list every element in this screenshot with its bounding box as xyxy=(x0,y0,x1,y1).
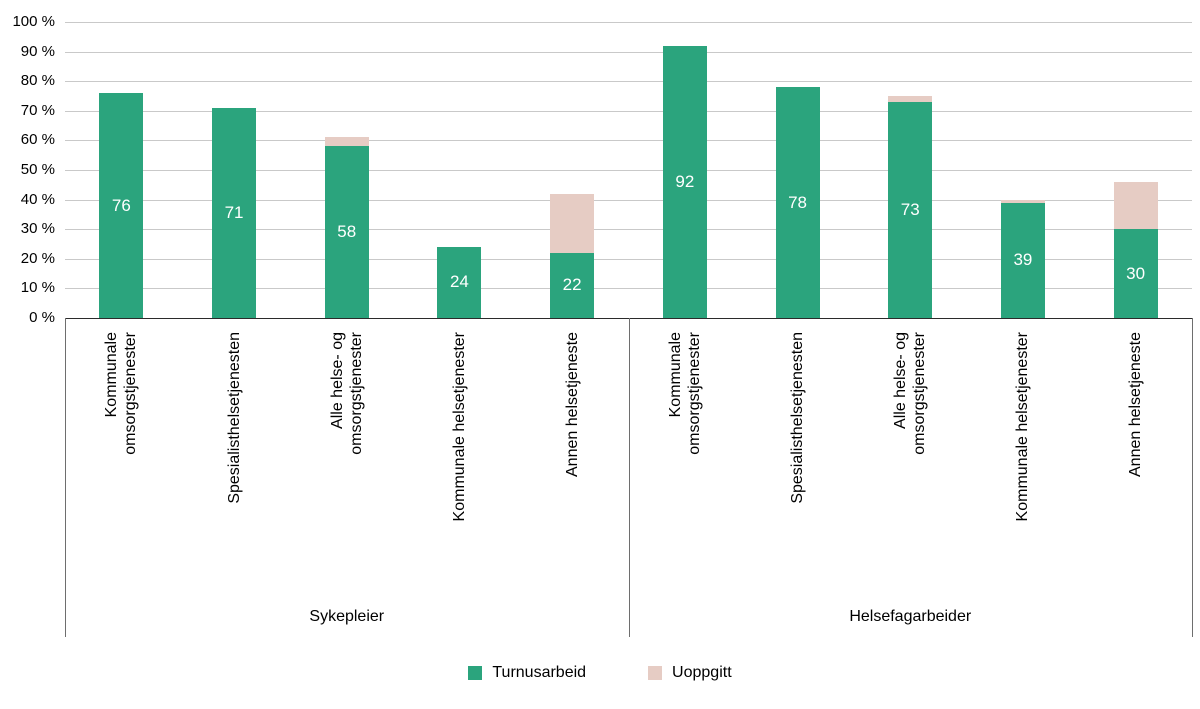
category-label-line: Spesialisthelsetjenesten xyxy=(789,332,807,504)
bar-value-label: 24 xyxy=(449,272,469,292)
category-label-line: Kommunale xyxy=(666,332,684,418)
gridline xyxy=(65,258,1192,260)
gridline xyxy=(65,288,1192,290)
bar-value-label: 92 xyxy=(675,171,695,191)
category-label-line: Alle helse- og xyxy=(892,332,910,429)
y-axis-tick-label: 90 % xyxy=(20,42,55,60)
y-axis-tick-label: 40 % xyxy=(20,190,55,208)
category-label-line: omsorgstjenester xyxy=(685,332,703,455)
bar-segment-turnusarbeid xyxy=(662,45,707,318)
y-axis-tick-label: 0 % xyxy=(29,309,55,326)
bar-value-label: 71 xyxy=(224,202,244,222)
bar-value-label: 30 xyxy=(1126,263,1146,283)
category-label-line: Kommunale xyxy=(103,332,121,418)
y-axis-tick-label: 50 % xyxy=(20,161,55,178)
gridline xyxy=(65,229,1192,231)
bar-segment-uoppgitt xyxy=(324,137,369,147)
gridline xyxy=(65,199,1192,201)
bar-segment-turnusarbeid xyxy=(888,101,933,318)
category-label-line: Alle helse- og xyxy=(328,332,346,429)
category-label-line: omsorgstjenester xyxy=(122,332,140,455)
bar-segment-turnusarbeid xyxy=(99,93,144,318)
bar-segment-uoppgitt xyxy=(888,96,933,102)
bar-segment-uoppgitt xyxy=(1000,199,1045,203)
bar-value-label: 78 xyxy=(788,192,807,212)
group-separator-line xyxy=(628,318,630,637)
legend-item-turnusarbeid: Turnusarbeid xyxy=(468,664,586,682)
y-axis-tick-label: 10 % xyxy=(20,279,55,297)
bar-segment-turnusarbeid xyxy=(1000,202,1045,318)
bar-segment-uoppgitt xyxy=(550,193,595,253)
legend-swatch-turnusarbeid xyxy=(468,666,483,680)
category-label-line: Annen helsetjeneste xyxy=(1127,332,1145,477)
category-label-line: omsorgstjenester xyxy=(347,332,365,455)
bar-value-label: 39 xyxy=(1013,250,1033,270)
bar-segment-uoppgitt xyxy=(1113,181,1158,230)
category-label-line: Kommunale helsetjenester xyxy=(1014,332,1032,522)
category-label-line: omsorgstjenester xyxy=(911,332,929,455)
y-axis-tick-label: 20 % xyxy=(20,249,55,267)
y-axis-tick-label: 80 % xyxy=(20,72,55,90)
gridline xyxy=(65,110,1192,112)
gridline xyxy=(65,170,1192,171)
group-label: Helsefagarbeider xyxy=(849,608,972,625)
legend-item-uoppgitt: Uoppgitt xyxy=(648,664,732,682)
bar-segment-turnusarbeid xyxy=(212,107,257,318)
bar-segment-turnusarbeid xyxy=(437,246,482,318)
bar-value-label: 76 xyxy=(111,195,131,215)
legend-label-turnusarbeid: Turnusarbeid xyxy=(492,664,587,681)
category-label-line: Annen helsetjeneste xyxy=(563,332,581,477)
y-axis-tick-label: 70 % xyxy=(20,101,55,119)
bar-segment-turnusarbeid xyxy=(324,146,369,318)
group-label: Sykepleier xyxy=(309,608,385,625)
gridline xyxy=(65,81,1192,83)
legend-swatch-uoppgitt xyxy=(648,666,663,680)
legend: Turnusarbeid Uoppgitt xyxy=(0,664,1200,682)
legend-label-uoppgitt: Uoppgitt xyxy=(672,664,732,681)
category-label-line: Kommunale helsetjenester xyxy=(450,332,468,522)
gridline xyxy=(65,22,1192,23)
bar-segment-turnusarbeid xyxy=(1113,229,1158,318)
group-separator-line xyxy=(1192,318,1193,637)
bar-value-label: 22 xyxy=(562,275,582,295)
bar-value-label: 58 xyxy=(337,222,357,242)
y-axis-tick-label: 100 % xyxy=(12,13,55,30)
bar-value-label: 73 xyxy=(900,199,920,219)
gridline xyxy=(65,51,1192,53)
y-axis-tick-label: 60 % xyxy=(20,131,55,149)
bar-segment-turnusarbeid xyxy=(550,252,595,318)
y-axis-tick-label: 30 % xyxy=(20,220,55,238)
group-separator-line xyxy=(65,318,66,637)
bar-segment-turnusarbeid xyxy=(775,87,820,318)
category-label-line: Spesialisthelsetjenesten xyxy=(225,332,243,504)
gridline xyxy=(65,140,1192,142)
